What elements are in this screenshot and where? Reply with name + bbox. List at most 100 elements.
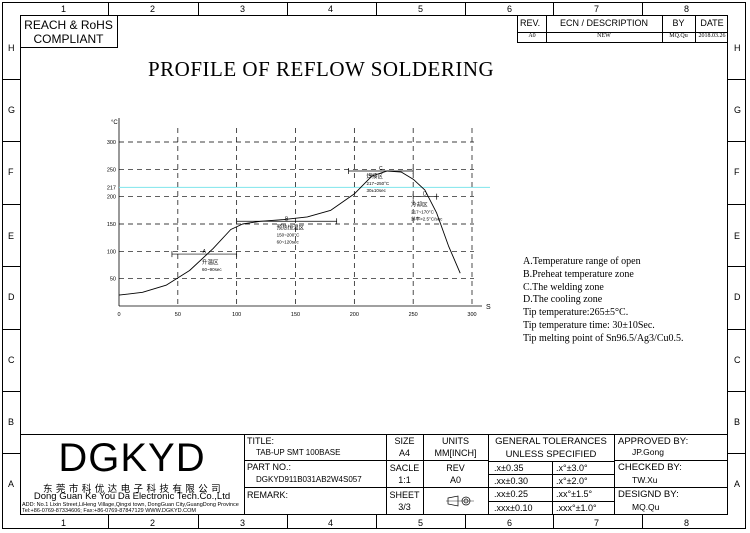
compliance-line2: COMPLIANT — [33, 32, 104, 46]
zone-marker-2-top: 2 — [150, 4, 156, 14]
zone-marker-7-top: 7 — [594, 4, 600, 14]
ecn-header: ECN / DESCRIPTION — [559, 18, 648, 28]
compliance-line1: REACH & RoHS — [24, 18, 113, 32]
zone-marker-5-bottom: 5 — [418, 518, 424, 528]
x-axis-label: S — [486, 304, 491, 311]
projection-symbol-icon — [446, 495, 474, 507]
note-4: Tip temperature:265±5°C. — [523, 307, 629, 319]
tolerance-cell-2-0: .xx±0.25 — [494, 489, 528, 499]
units-value: MM[INCH] — [434, 448, 477, 458]
y-tick-150: 150 — [107, 222, 116, 228]
zone-marker-H-right: H — [734, 43, 741, 53]
ecn-value: NEW — [597, 33, 611, 39]
inner-border — [20, 15, 728, 515]
zone-D-detail2: 斜率>2.5°C/sec — [411, 216, 443, 223]
company-name-cn: 东 莞 市 科 优 达 电 子 科 技 有 限 公 司 — [42, 484, 222, 495]
zone-B-letter: B — [285, 216, 289, 222]
zone-marker-6-top: 6 — [507, 4, 513, 14]
zone-C-detail2: 30±10sec — [366, 188, 386, 193]
tolerance-cell-1-0: .xx±0.30 — [494, 476, 528, 486]
zone-A-detail: 60~90sec — [202, 267, 222, 272]
zone-C-name: 焊接区 — [366, 172, 383, 180]
notes-list: A.Temperature range of open B.Preheat tem… — [523, 256, 683, 346]
zone-marker-C-left: C — [8, 355, 15, 365]
note-6: Tip melting point of Sn96.5/Ag3/Cu0.5. — [523, 332, 684, 344]
zone-marker-D-left: D — [8, 292, 15, 302]
tolerance-cell-2-1: .xx°±1.5° — [556, 489, 593, 499]
zone-marker-7-bottom: 7 — [594, 518, 600, 528]
size-label: SIZE — [394, 436, 415, 446]
by-header: BY — [672, 18, 685, 28]
zone-marker-G-right: G — [734, 105, 742, 115]
title-label: TITLE: — [247, 436, 275, 446]
zone-marker-8-bottom: 8 — [684, 518, 690, 528]
note-2: C.The welding zone — [523, 281, 604, 293]
sheet-label: SHEET — [389, 490, 420, 500]
x-tick-300: 300 — [467, 312, 476, 318]
zone-B-name: 预热恒温区 — [277, 223, 305, 231]
y-tick-50: 50 — [110, 277, 116, 283]
zone-marker-C-right: C — [734, 355, 741, 365]
x-tick-200: 200 — [350, 312, 359, 318]
y-axis-label: °C — [111, 120, 118, 126]
zone-marker-2-bottom: 2 — [150, 518, 156, 528]
zone-marker-F-left: F — [8, 167, 14, 177]
rev-value: A0 — [528, 33, 536, 39]
zone-marker-E-right: E — [734, 231, 741, 241]
x-tick-100: 100 — [232, 312, 241, 318]
zone-marker-8-top: 8 — [684, 4, 690, 14]
y-tick-217: 217 — [107, 185, 116, 191]
tolerance-cell-0-0: .x±0.35 — [494, 463, 524, 473]
company-logo: DGKYD — [58, 436, 206, 480]
x-tick-250: 250 — [409, 312, 418, 318]
y-tick-200: 200 — [107, 195, 116, 201]
zone-marker-5-top: 5 — [418, 4, 424, 14]
partno-label: PART NO.: — [247, 462, 292, 472]
zone-marker-B-right: B — [734, 417, 741, 427]
zone-A-name: 升温区 — [202, 258, 219, 266]
y-tick-300: 300 — [107, 140, 116, 146]
designed-value: MQ.Qu — [632, 502, 660, 512]
zone-C-letter: C — [379, 166, 383, 172]
tolerance-cell-1-1: .x°±2.0° — [556, 476, 588, 486]
rev-block-value: A0 — [449, 475, 461, 485]
size-value: A4 — [398, 448, 410, 458]
zone-marker-H-left: H — [8, 43, 15, 53]
zone-marker-A-right: A — [734, 479, 741, 489]
remark-label: REMARK: — [247, 490, 289, 500]
zone-marker-B-left: B — [8, 417, 15, 427]
zone-marker-6-bottom: 6 — [507, 518, 513, 528]
zone-marker-1-top: 1 — [61, 4, 67, 14]
zone-marker-G-left: G — [8, 105, 16, 115]
zone-marker-F-right: F — [734, 167, 740, 177]
approved-label: APPROVED BY: — [618, 436, 689, 447]
title-value: TAB-UP SMT 100BASE — [256, 448, 341, 457]
note-5: Tip temperature time: 30±10Sec. — [523, 319, 655, 331]
note-3: D.The cooling zone — [523, 294, 603, 306]
zone-marker-3-top: 3 — [240, 4, 246, 14]
zone-D-detail1: 217~170°C — [411, 210, 434, 215]
by-value: MQ.Qu — [669, 33, 688, 39]
designed-label: DESIGND BY: — [618, 489, 679, 500]
checked-value: TW.Xu — [632, 475, 658, 485]
scale-value: 1:1 — [398, 475, 411, 485]
compliance-box: REACH & RoHS COMPLIANT — [20, 15, 118, 48]
x-tick-50: 50 — [175, 312, 181, 318]
units-label: UNITS — [442, 436, 469, 446]
zone-marker-4-bottom: 4 — [328, 518, 334, 528]
zone-marker-A-left: A — [8, 479, 15, 489]
company-address: ADD: No.1 Lixin Street,LiHeng Village,Qi… — [22, 502, 239, 508]
zone-C-detail1: 217~250°C — [366, 181, 389, 186]
zone-marker-3-bottom: 3 — [240, 518, 246, 528]
zone-marker-4-top: 4 — [328, 4, 334, 14]
revision-block: REV. ECN / DESCRIPTION BY DATE A0 NEW MQ… — [517, 15, 728, 43]
reflow-curve — [118, 170, 461, 296]
zone-B-detail1: 150~200°C — [277, 232, 300, 237]
approved-value: JP.Gong — [632, 447, 664, 457]
date-value: 2018.03.26 — [698, 33, 726, 39]
zone-marker-D-right: D — [734, 292, 741, 302]
title-block — [20, 434, 728, 515]
note-0: A.Temperature range of open — [523, 256, 641, 267]
y-tick-100: 100 — [107, 249, 116, 255]
